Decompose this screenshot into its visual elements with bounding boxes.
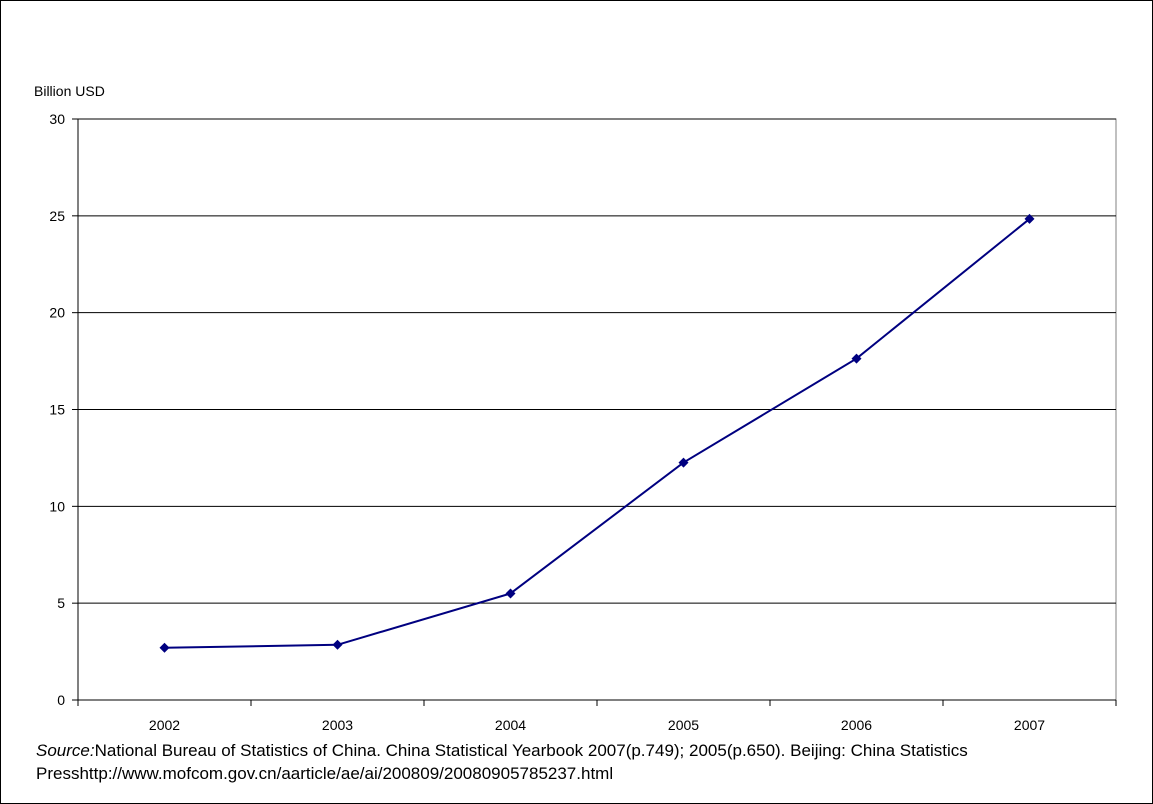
x-tick-label: 2002	[149, 717, 180, 733]
y-tick-label: 10	[49, 498, 65, 514]
y-tick-label: 5	[57, 595, 65, 611]
x-tick-label: 2003	[322, 717, 353, 733]
data-point	[505, 588, 516, 599]
data-point	[851, 353, 862, 364]
x-tick-label: 2004	[495, 717, 526, 733]
data-point	[1024, 213, 1035, 224]
x-tick-label: 2007	[1014, 717, 1045, 733]
data-point	[159, 642, 170, 653]
y-tick-label: 20	[49, 305, 65, 321]
data-point	[678, 457, 689, 468]
data-point	[332, 639, 343, 650]
source-text: National Bureau of Statistics of China. …	[36, 741, 968, 783]
x-tick-label: 2005	[668, 717, 699, 733]
source-url: http://www.mofcom.gov.cn/aarticle/ae/ai/…	[79, 764, 614, 783]
source-label: Source:	[36, 741, 95, 760]
y-tick-label: 30	[49, 111, 65, 127]
y-axis-label: Billion USD	[34, 83, 105, 99]
y-tick-label: 25	[49, 208, 65, 224]
y-tick-label: 15	[49, 402, 65, 418]
source-note: Source:National Bureau of Statistics of …	[36, 739, 1126, 785]
series-line	[164, 218, 1031, 649]
x-tick-label: 2006	[841, 717, 872, 733]
y-tick-label: 0	[57, 692, 65, 708]
